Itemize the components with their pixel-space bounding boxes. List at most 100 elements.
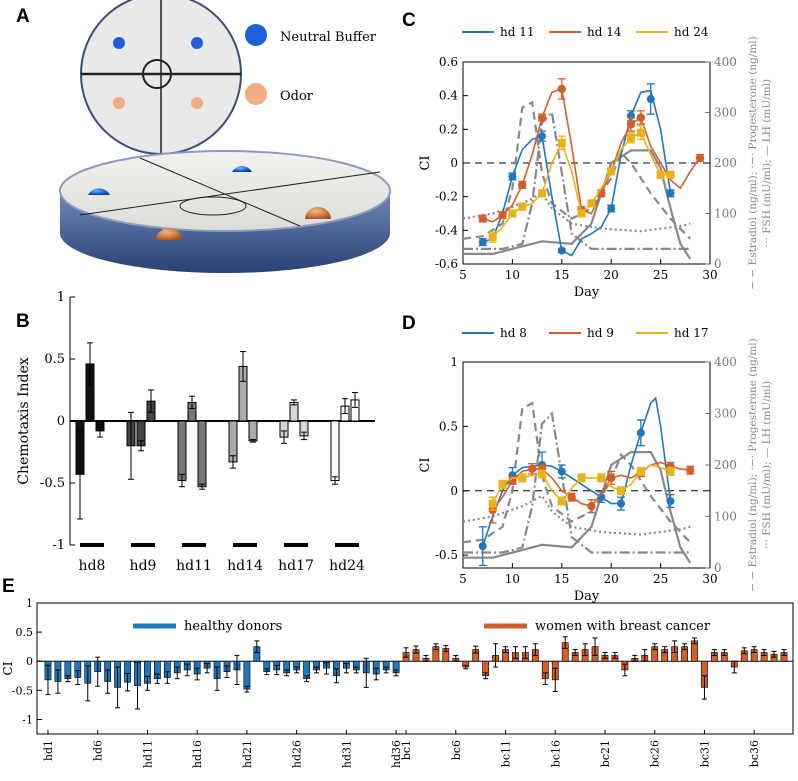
data-point xyxy=(617,499,626,508)
y-right-tick-label: 0 xyxy=(714,561,722,575)
x-tick-label: bc6 xyxy=(450,740,463,760)
x-tick-label: hd16 xyxy=(191,740,204,768)
data-point xyxy=(557,246,566,255)
data-point xyxy=(488,499,497,508)
y-right-tick-label: 400 xyxy=(714,55,737,69)
x-tick-label: 10 xyxy=(505,572,520,586)
x-tick-label: hd21 xyxy=(241,740,254,768)
y-tick-label: 1 xyxy=(57,290,65,305)
y-tick-label: -0.4 xyxy=(435,223,459,237)
bar xyxy=(248,420,258,442)
y-axis-label: Chemotaxis Index xyxy=(16,357,32,484)
y-tick-label: 0.5 xyxy=(44,352,65,367)
hormone-curve-estradiol xyxy=(462,401,691,544)
x-tick-label: bc36 xyxy=(748,740,761,767)
category-label: hd11 xyxy=(176,558,212,574)
chart-b: 1 0.5 0 -0.5 -1 Chemotaxis Index hd8 hd9 hd11 hd1… xyxy=(16,290,375,574)
category-label: hd9 xyxy=(130,558,157,574)
panel-label-b: B xyxy=(16,311,30,332)
data-point xyxy=(527,464,537,474)
data-point xyxy=(607,167,616,176)
data-point xyxy=(518,180,527,190)
x-tick-label: hd1 xyxy=(42,740,55,761)
data-point xyxy=(636,467,645,476)
y-tick-label: 0 xyxy=(26,655,33,668)
series-curve xyxy=(482,89,672,257)
petri-dish-top-view xyxy=(80,0,242,155)
data-point xyxy=(646,95,655,104)
x-tick-label: bc21 xyxy=(599,740,612,767)
neutral-buffer-label: Neutral Buffer xyxy=(280,30,377,45)
x-tick-label: bc16 xyxy=(549,740,562,767)
data-point xyxy=(607,473,616,483)
y-tick-label: 0 xyxy=(450,156,458,170)
data-point xyxy=(617,486,626,495)
buffer-spot xyxy=(191,37,203,49)
hormone-curve-estradiol xyxy=(462,100,691,240)
hormone-curve-lh xyxy=(463,451,692,564)
x-tick-label: 30 xyxy=(702,268,717,282)
y-right-tick-label: 400 xyxy=(714,355,737,369)
bar xyxy=(330,420,340,482)
y-tick-label: -0.5 xyxy=(40,476,65,491)
odor-swatch xyxy=(245,83,267,105)
data-point xyxy=(478,542,487,551)
x-tick-label: hd6 xyxy=(92,740,105,761)
panel-label-a: A xyxy=(16,6,30,27)
bar xyxy=(177,420,187,482)
data-point xyxy=(557,138,566,147)
data-point xyxy=(508,172,517,181)
petri-dish-3d xyxy=(59,150,391,273)
data-point xyxy=(478,214,487,223)
data-point xyxy=(597,473,606,482)
legend-label: hd 17 xyxy=(674,326,709,340)
legend-label-cancer: women with breast cancer xyxy=(535,619,711,634)
data-point xyxy=(557,497,566,506)
y-right-tick-label: 100 xyxy=(714,510,737,524)
data-point xyxy=(537,113,547,122)
data-point xyxy=(488,233,497,242)
category-label: hd8 xyxy=(79,558,106,574)
hormone-curve-lh xyxy=(463,149,692,260)
x-tick-label: hd36 xyxy=(390,740,403,768)
y-tick-label: -0.5 xyxy=(435,548,458,562)
x-tick-label: bc26 xyxy=(649,740,662,767)
y-tick-label: -1 xyxy=(52,538,65,553)
x-tick-label: hd26 xyxy=(291,740,304,768)
y-tick-label: 1 xyxy=(450,355,458,369)
data-point xyxy=(518,202,527,211)
y-right-tick-label: 200 xyxy=(714,458,737,472)
y-right-axis-label-2: ··· FSH (mU/ml); — LH (mU/ml) xyxy=(761,381,773,549)
data-point xyxy=(498,210,507,220)
data-point xyxy=(538,470,547,479)
data-point xyxy=(666,497,675,506)
hormone-curve-fsh xyxy=(462,191,691,233)
y-right-axis-label-2: ··· FSH (mU/ml); — LH (mU/ml) xyxy=(761,79,773,247)
data-point xyxy=(557,84,566,94)
data-point xyxy=(577,209,586,218)
data-point xyxy=(587,502,596,511)
bar xyxy=(197,420,207,488)
y-tick-label: 0.5 xyxy=(16,626,34,639)
x-tick-label: hd31 xyxy=(340,740,353,768)
legend-label: hd 24 xyxy=(674,25,709,39)
y-right-tick-label: 200 xyxy=(714,156,737,170)
panel-label-e: E xyxy=(2,576,15,597)
data-point xyxy=(498,480,507,489)
data-point xyxy=(518,473,527,482)
data-point xyxy=(607,204,616,213)
data-point xyxy=(538,189,547,198)
odor-label: Odor xyxy=(280,89,314,104)
x-tick-label: hd11 xyxy=(141,740,154,768)
x-tick-label: 10 xyxy=(505,268,520,282)
odor-spot xyxy=(191,97,203,109)
y-right-tick-label: 300 xyxy=(714,106,737,120)
hormone-curve-fsh xyxy=(462,494,691,536)
data-point xyxy=(656,170,665,179)
y-tick-label: -0.6 xyxy=(435,257,458,271)
x-tick-label: 20 xyxy=(604,572,619,586)
y-axis-label: CI xyxy=(418,457,433,472)
data-point xyxy=(587,199,596,208)
data-point xyxy=(538,132,547,141)
y-tick-label: 0 xyxy=(450,484,458,498)
